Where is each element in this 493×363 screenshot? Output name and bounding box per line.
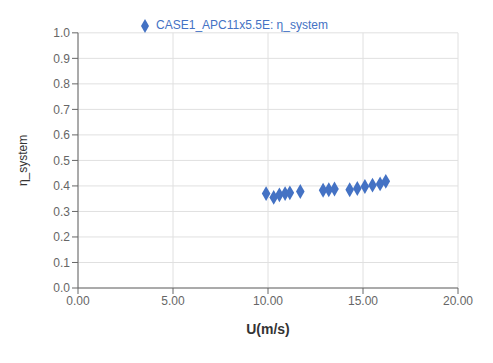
svg-text:0.4: 0.4: [53, 179, 70, 193]
svg-text:0.9: 0.9: [53, 52, 70, 66]
svg-text:0.6: 0.6: [53, 128, 70, 142]
svg-text:U(m/s): U(m/s): [246, 321, 290, 337]
svg-text:0.3: 0.3: [53, 205, 70, 219]
svg-text:20.00: 20.00: [443, 294, 473, 308]
svg-text:0.00: 0.00: [66, 294, 90, 308]
svg-text:1.0: 1.0: [53, 26, 70, 40]
svg-text:0.8: 0.8: [53, 77, 70, 91]
svg-text:15.00: 15.00: [348, 294, 378, 308]
svg-text:5.00: 5.00: [161, 294, 185, 308]
svg-text:0.5: 0.5: [53, 154, 70, 168]
svg-text:0.1: 0.1: [53, 256, 70, 270]
svg-text:η_system: η_system: [16, 135, 30, 186]
svg-text:0.0: 0.0: [53, 281, 70, 295]
svg-text:0.7: 0.7: [53, 103, 70, 117]
html-text:CASE1_APC11x5.5E: η_system: CASE1_APC11x5.5E: η_system: [156, 18, 328, 32]
svg-text:10.00: 10.00: [253, 294, 283, 308]
svg-text:0.2: 0.2: [53, 230, 70, 244]
